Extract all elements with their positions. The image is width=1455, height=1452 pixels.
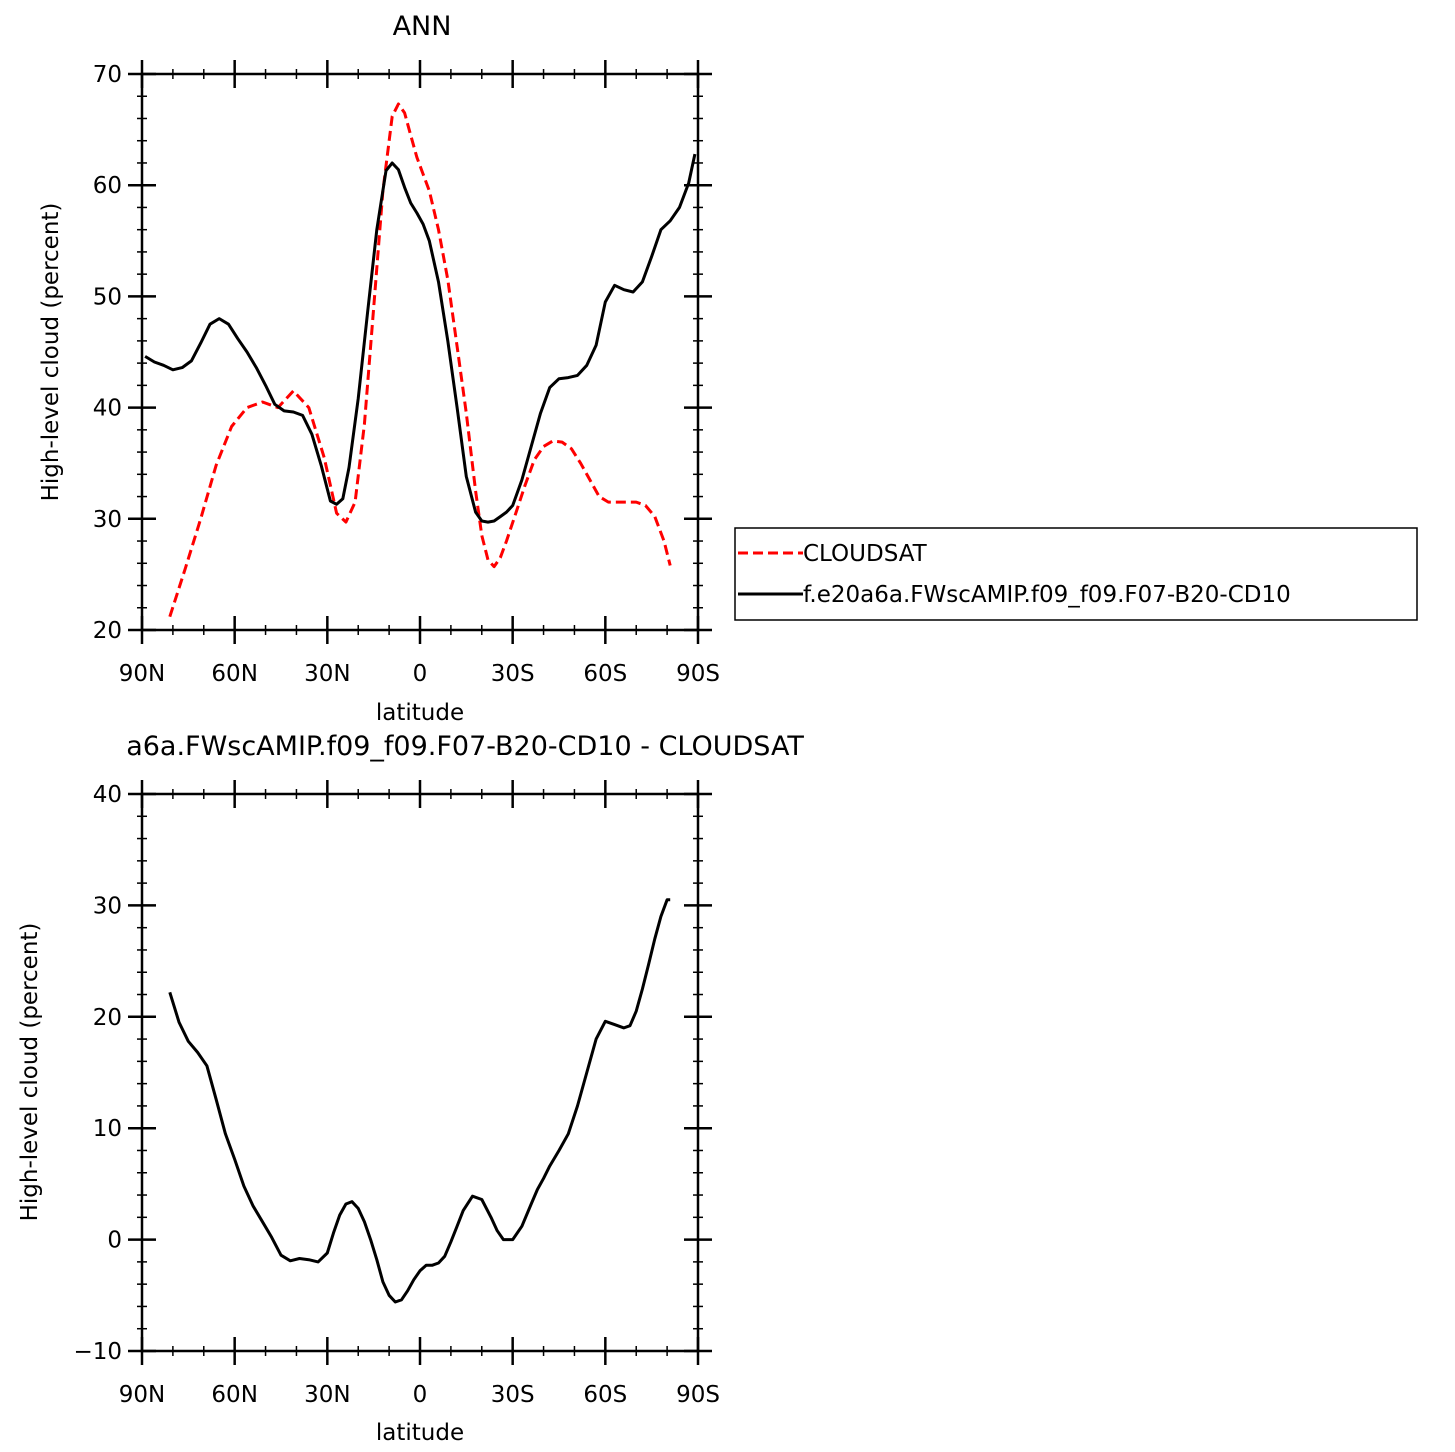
x-tick-label: 60N bbox=[211, 661, 257, 687]
y-tick-label: −10 bbox=[73, 1339, 122, 1365]
chart-difference: a6a.FWscAMIP.f09_f09.F07-B20-CD10 - CLOU… bbox=[17, 731, 804, 1446]
y-axis-title: High-level cloud (percent) bbox=[38, 203, 64, 502]
x-tick-label: 0 bbox=[413, 1382, 428, 1408]
legend-entry-cloudsat: CLOUDSAT bbox=[738, 541, 928, 567]
chart-title: a6a.FWscAMIP.f09_f09.F07-B20-CD10 - CLOU… bbox=[126, 731, 804, 762]
legend-entry-model: f.e20a6a.FWscAMIP.f09_f09.F07-B20-CD10 bbox=[738, 582, 1291, 608]
x-tick-label: 60S bbox=[583, 1382, 627, 1408]
x-tick-label: 60N bbox=[211, 1382, 257, 1408]
x-tick-label: 0 bbox=[413, 661, 428, 687]
y-tick-label: 30 bbox=[93, 893, 122, 919]
y-tick-label: 40 bbox=[93, 396, 122, 422]
y-tick-label: 20 bbox=[93, 1005, 122, 1031]
x-tick-label: 30S bbox=[491, 661, 535, 687]
legend: CLOUDSAT f.e20a6a.FWscAMIP.f09_f09.F07-B… bbox=[734, 527, 1418, 621]
chart-title: ANN bbox=[393, 11, 452, 42]
y-tick-label: 70 bbox=[93, 62, 122, 88]
y-tick-label: 10 bbox=[93, 1116, 122, 1142]
legend-label-cloudsat: CLOUDSAT bbox=[803, 541, 928, 567]
x-tick-label: 60S bbox=[583, 661, 627, 687]
x-tick-label: 90N bbox=[119, 661, 165, 687]
y-tick-label: 50 bbox=[93, 284, 122, 310]
series-line-model bbox=[144, 153, 697, 524]
x-tick-label: 90S bbox=[676, 661, 720, 687]
x-tick-label: 90S bbox=[676, 1382, 720, 1408]
series-line-cloudsat bbox=[168, 102, 672, 618]
y-axis-title: High-level cloud (percent) bbox=[17, 923, 43, 1222]
series-line-difference bbox=[168, 898, 671, 1304]
y-tick-label: 0 bbox=[107, 1228, 122, 1254]
x-tick-label: 30N bbox=[304, 661, 350, 687]
x-tick-label: 30S bbox=[491, 1382, 535, 1408]
y-tick-label: 30 bbox=[93, 507, 122, 533]
legend-label-model: f.e20a6a.FWscAMIP.f09_f09.F07-B20-CD10 bbox=[803, 582, 1291, 608]
legend-box bbox=[734, 527, 1418, 621]
x-axis-title: latitude bbox=[376, 700, 464, 726]
plot-frame-border bbox=[140, 72, 700, 632]
chart-annual-mean: ANN 20 30 40 50 60 70 90N 60N 30N 0 30S 60S 90S lati… bbox=[38, 11, 720, 726]
x-tick-label: 30N bbox=[304, 1382, 350, 1408]
x-axis-title: latitude bbox=[376, 1420, 464, 1446]
y-tick-label: 20 bbox=[93, 618, 122, 644]
plot-area: −10 0 10 20 30 40 90N 60N 30N 0 30S 60S 90S bbox=[73, 780, 720, 1408]
plot-area: 20 30 40 50 60 70 90N 60N 30N 0 30S 60S 90S bbox=[93, 60, 720, 687]
y-tick-label: 60 bbox=[93, 173, 122, 199]
x-tick-label: 90N bbox=[119, 1382, 165, 1408]
y-tick-label: 40 bbox=[93, 782, 122, 808]
plot-frame-border bbox=[140, 792, 700, 1353]
